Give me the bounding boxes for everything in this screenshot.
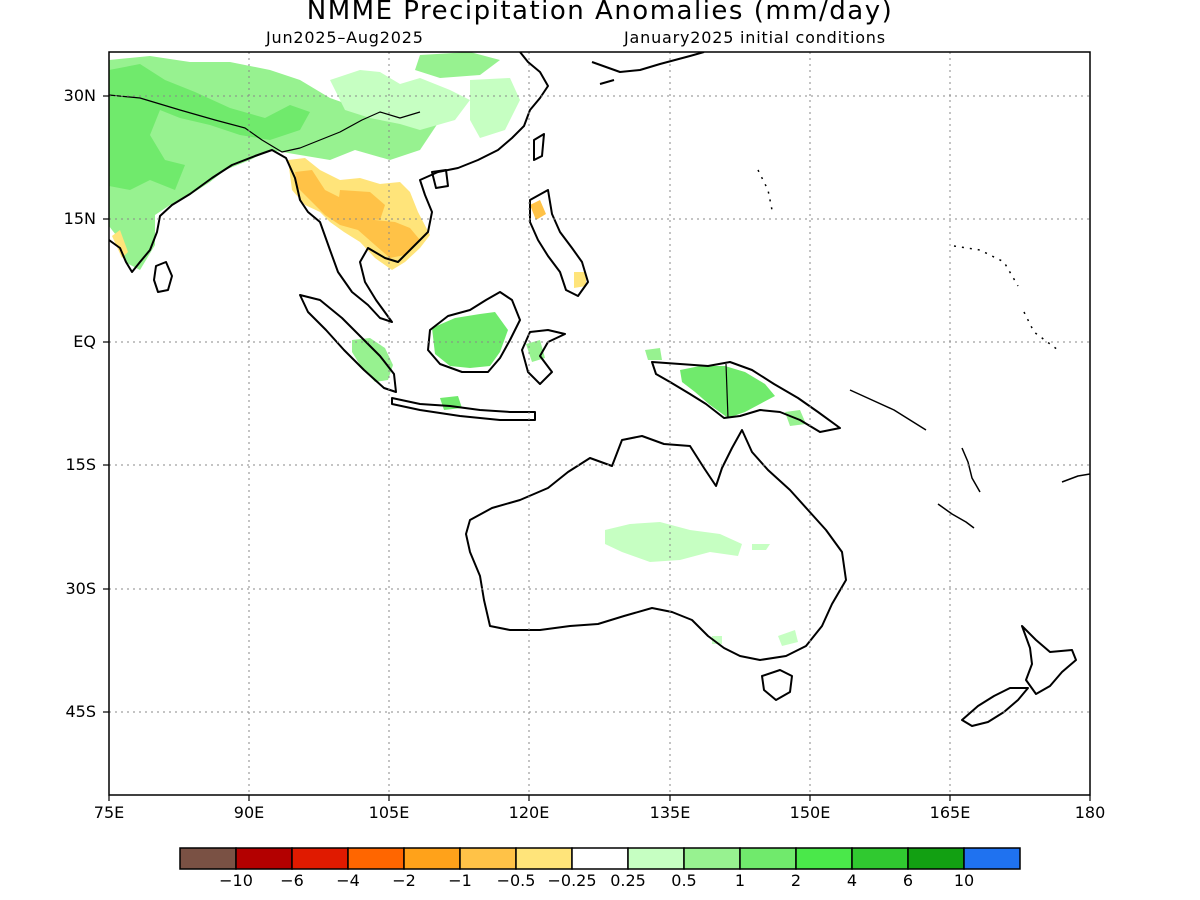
colorbar-label-5: −0.5 <box>496 871 536 890</box>
colorbar-label-9: 1 <box>734 871 746 890</box>
colorbar-label-12: 6 <box>902 871 914 890</box>
lat-label-30n: 30N <box>63 86 96 105</box>
asia-coastline <box>109 52 549 323</box>
coastlines <box>109 52 1090 727</box>
colorbar-label-10: 2 <box>790 871 802 890</box>
solomon-islands <box>849 389 927 431</box>
tibet-wet-patch <box>330 70 470 130</box>
philippines-islands <box>529 189 589 297</box>
colorbar-box-10 <box>739 847 797 870</box>
micronesia-dots <box>757 169 1059 351</box>
colorbar-label-0: −10 <box>219 871 253 890</box>
initial-conditions: January2025 initial conditions <box>624 28 886 47</box>
gridlines <box>109 52 1090 795</box>
himalaya-wet-region <box>109 64 310 190</box>
lon-label-180: 180 <box>1074 803 1106 822</box>
halmahera-wet-patch <box>645 348 662 360</box>
sri-lanka <box>153 261 173 293</box>
east-china-wet-patch <box>470 78 520 138</box>
anomaly-shading <box>109 52 806 646</box>
colorbar <box>179 847 1021 870</box>
india-dry-patch <box>112 230 128 258</box>
tasmania-island <box>761 669 793 701</box>
lat-label-30s: 30S <box>65 579 96 598</box>
colorbar-box-3 <box>347 847 405 870</box>
colorbar-label-11: 4 <box>846 871 858 890</box>
colorbar-box-13 <box>907 847 965 870</box>
lon-label-120e: 120E <box>508 803 550 822</box>
png-border <box>725 363 729 419</box>
colorbar-box-4 <box>403 847 461 870</box>
lon-label-165e: 165E <box>929 803 971 822</box>
colorbar-label-8: 0.5 <box>671 871 697 890</box>
lat-label-15n: 15N <box>63 209 96 228</box>
hainan-island <box>431 169 449 189</box>
colorbar-label-2: −4 <box>336 871 360 890</box>
lon-label-105e: 105E <box>368 803 410 822</box>
new-zealand-north-island <box>1021 625 1077 695</box>
forecast-period: Jun2025–Aug2025 <box>266 28 424 47</box>
plot-frame <box>108 51 1091 796</box>
colorbar-box-0 <box>179 847 237 870</box>
colorbar-box-14 <box>963 847 1021 870</box>
sumatra-wet-region <box>352 338 393 382</box>
mindanao-dry-patch <box>574 272 586 288</box>
borneo-island <box>427 291 521 373</box>
new-zealand-south-island <box>961 687 1029 727</box>
fiji-islands <box>1061 473 1090 483</box>
lon-label-90e: 90E <box>233 803 265 822</box>
lat-label-45s: 45S <box>65 702 96 721</box>
vanuatu-islands <box>961 447 981 493</box>
colorbar-box-12 <box>851 847 909 870</box>
australia-coastline <box>465 429 847 661</box>
borneo-wet-region <box>432 312 508 368</box>
colorbar-label-1: −6 <box>280 871 304 890</box>
java-island <box>391 397 536 421</box>
lon-label-135e: 135E <box>649 803 691 822</box>
colorbar-box-6 <box>515 847 573 870</box>
colorbar-box-7 <box>571 847 629 870</box>
colorbar-label-13: 10 <box>953 871 975 890</box>
colorbar-label-7: 0.25 <box>610 871 646 890</box>
victoria-wet-patch <box>778 630 798 646</box>
colorbar-box-11 <box>795 847 853 870</box>
north-china-wet-patch <box>415 52 500 78</box>
thailand-dry-patch <box>338 190 385 220</box>
tick-marks <box>103 95 1091 801</box>
colorbar-box-8 <box>627 847 685 870</box>
philippines-dry-patch <box>530 200 546 220</box>
qld-wet-patch <box>752 544 770 550</box>
taiwan-island <box>533 133 545 161</box>
colorbar-box-5 <box>459 847 517 870</box>
lon-label-150e: 150E <box>789 803 831 822</box>
sumatra-island <box>299 294 397 393</box>
central-australia-wet-region <box>605 522 742 562</box>
japan-islands <box>591 52 705 85</box>
india-interior-border <box>109 94 421 153</box>
new-caledonia-island <box>937 503 975 529</box>
sulawesi-island <box>521 329 566 385</box>
colorbar-label-6: −0.25 <box>547 871 597 890</box>
colorbar-label-4: −1 <box>448 871 472 890</box>
colorbar-label-3: −2 <box>392 871 416 890</box>
lon-label-75e: 75E <box>93 803 125 822</box>
colorbar-box-2 <box>291 847 349 870</box>
map-title: NMME Precipitation Anomalies (mm/day) <box>306 0 894 26</box>
lat-label-15s: 15S <box>65 455 96 474</box>
colorbar-box-1 <box>235 847 293 870</box>
colorbar-box-9 <box>683 847 741 870</box>
lat-label-eq: EQ <box>73 332 96 351</box>
